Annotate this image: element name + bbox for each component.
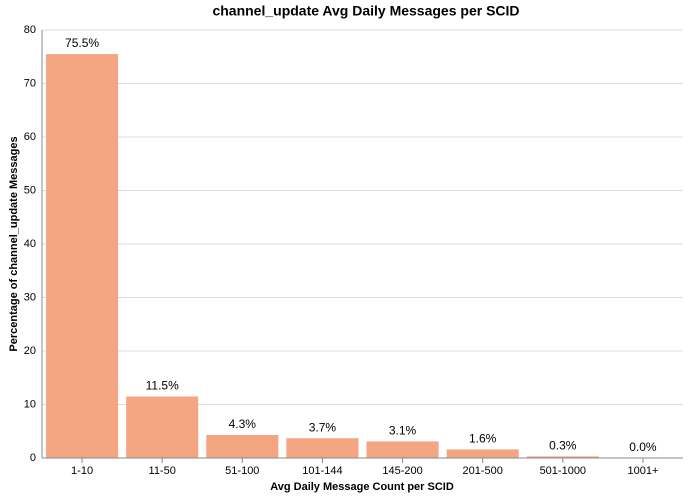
bar: [206, 434, 279, 458]
y-tick-label: 80: [24, 24, 36, 36]
x-tick-label: 11-50: [149, 465, 176, 477]
chart-title: channel_update Avg Daily Messages per SC…: [212, 3, 519, 19]
value-label: 3.7%: [309, 420, 337, 434]
bar: [46, 54, 119, 458]
bar: [526, 456, 599, 458]
value-label: 75.5%: [65, 36, 99, 50]
value-label: 4.3%: [229, 417, 257, 431]
y-tick-label: 0: [30, 452, 36, 464]
y-tick-label: 10: [24, 398, 36, 410]
y-tick-label: 20: [24, 345, 36, 357]
bar: [126, 396, 199, 458]
value-label: 0.0%: [629, 440, 657, 454]
x-tick-label: 145-200: [382, 465, 422, 477]
value-label: 0.3%: [549, 439, 577, 453]
x-tick-label: 51-100: [225, 465, 259, 477]
value-label: 11.5%: [146, 379, 179, 393]
x-tick-label: 1001+: [627, 465, 658, 477]
bar: [366, 441, 439, 458]
y-tick-label: 60: [24, 131, 36, 143]
bar: [446, 449, 519, 458]
y-tick-label: 50: [24, 184, 36, 196]
x-tick-label: 1-10: [71, 465, 93, 477]
y-tick-label: 40: [24, 238, 36, 250]
y-tick-label: 70: [24, 77, 36, 89]
x-tick-label: 201-500: [463, 465, 503, 477]
value-label: 3.1%: [389, 424, 417, 438]
y-tick-label: 30: [24, 291, 36, 303]
value-label: 1.6%: [469, 432, 497, 446]
x-tick-label: 101-144: [302, 465, 342, 477]
bar: [286, 438, 359, 458]
x-axis-title: Avg Daily Message Count per SCID: [270, 481, 454, 493]
x-tick-label: 501-1000: [540, 465, 587, 477]
y-axis-title: Percentage of channel_update Messages: [8, 136, 20, 351]
